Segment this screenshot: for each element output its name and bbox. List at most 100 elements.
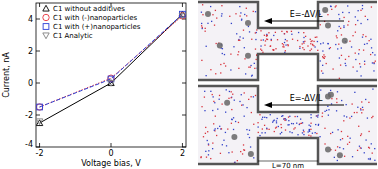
ion	[211, 21, 212, 22]
ion	[244, 47, 245, 48]
ion	[313, 41, 314, 42]
ion	[212, 14, 213, 15]
ion	[340, 139, 341, 140]
ion	[355, 16, 356, 17]
ion	[321, 70, 322, 71]
ion	[272, 121, 273, 122]
ion	[254, 63, 255, 64]
ion	[239, 6, 240, 7]
ion	[225, 112, 226, 113]
ion	[202, 14, 203, 15]
data-point	[37, 104, 43, 110]
ion	[288, 124, 289, 125]
ion	[285, 39, 286, 40]
nanoparticle	[337, 152, 343, 158]
ion	[299, 123, 300, 124]
ion	[374, 160, 375, 161]
ion	[278, 126, 279, 127]
ion	[337, 129, 338, 130]
ion	[233, 46, 234, 47]
ion	[293, 128, 294, 129]
field-arrowhead	[264, 18, 272, 24]
ion	[248, 99, 249, 100]
ion	[239, 101, 240, 102]
ion	[289, 131, 290, 132]
ion	[356, 112, 357, 113]
ion	[322, 112, 323, 113]
ion	[200, 157, 201, 158]
ion	[248, 67, 249, 68]
ion	[243, 38, 244, 39]
ion	[201, 23, 202, 24]
ion	[259, 114, 260, 115]
ion	[256, 32, 257, 33]
ion	[332, 132, 333, 133]
ion	[312, 44, 313, 45]
ion	[252, 75, 253, 76]
ion	[250, 65, 251, 66]
ion	[262, 52, 263, 53]
plot-area	[36, 11, 185, 126]
ion	[237, 160, 238, 161]
ion	[261, 50, 262, 51]
ion	[340, 28, 341, 29]
ion	[327, 14, 328, 15]
y-tick	[182, 147, 186, 148]
ion	[360, 10, 361, 11]
ion	[371, 6, 372, 7]
ion	[372, 116, 373, 117]
channel-wall	[198, 2, 377, 28]
ion	[320, 24, 321, 25]
ion	[318, 124, 319, 125]
ion	[330, 133, 331, 134]
x-tick	[111, 143, 112, 147]
ion	[328, 109, 329, 110]
ion	[350, 138, 351, 139]
channel-wall	[198, 138, 377, 164]
ion	[303, 37, 304, 38]
ion	[319, 136, 320, 137]
ion	[241, 19, 242, 20]
y-tick	[182, 115, 186, 116]
y-tick	[182, 51, 186, 52]
ion	[339, 147, 340, 148]
ion	[352, 156, 353, 157]
ion	[343, 120, 344, 121]
data-point	[108, 80, 114, 86]
ion	[335, 44, 336, 45]
ion	[330, 6, 331, 7]
ion	[352, 103, 353, 104]
ion	[249, 31, 250, 32]
ion	[305, 36, 306, 37]
ion	[365, 99, 366, 100]
ion	[297, 134, 298, 135]
ion	[232, 119, 233, 120]
field-arrowhead	[264, 102, 272, 108]
ion	[201, 12, 202, 13]
ion	[309, 129, 310, 130]
fluid-region	[198, 2, 377, 80]
ion	[264, 45, 265, 46]
ion	[208, 143, 209, 144]
ion	[207, 131, 208, 132]
ion	[362, 5, 363, 6]
ion	[300, 118, 301, 119]
ion	[231, 97, 232, 98]
ion	[317, 116, 318, 117]
ion	[355, 52, 356, 53]
ion	[335, 5, 336, 6]
ion	[212, 94, 213, 95]
ion	[344, 156, 345, 157]
ion	[365, 36, 366, 37]
ion	[234, 162, 235, 163]
ion	[303, 134, 304, 135]
ion	[336, 98, 337, 99]
ion	[255, 11, 256, 12]
ion	[372, 88, 373, 89]
ion	[204, 110, 205, 111]
x-tick-label: 0	[108, 149, 113, 158]
ion	[352, 66, 353, 67]
ion	[275, 127, 276, 128]
ion	[249, 137, 250, 138]
ion	[288, 120, 289, 121]
